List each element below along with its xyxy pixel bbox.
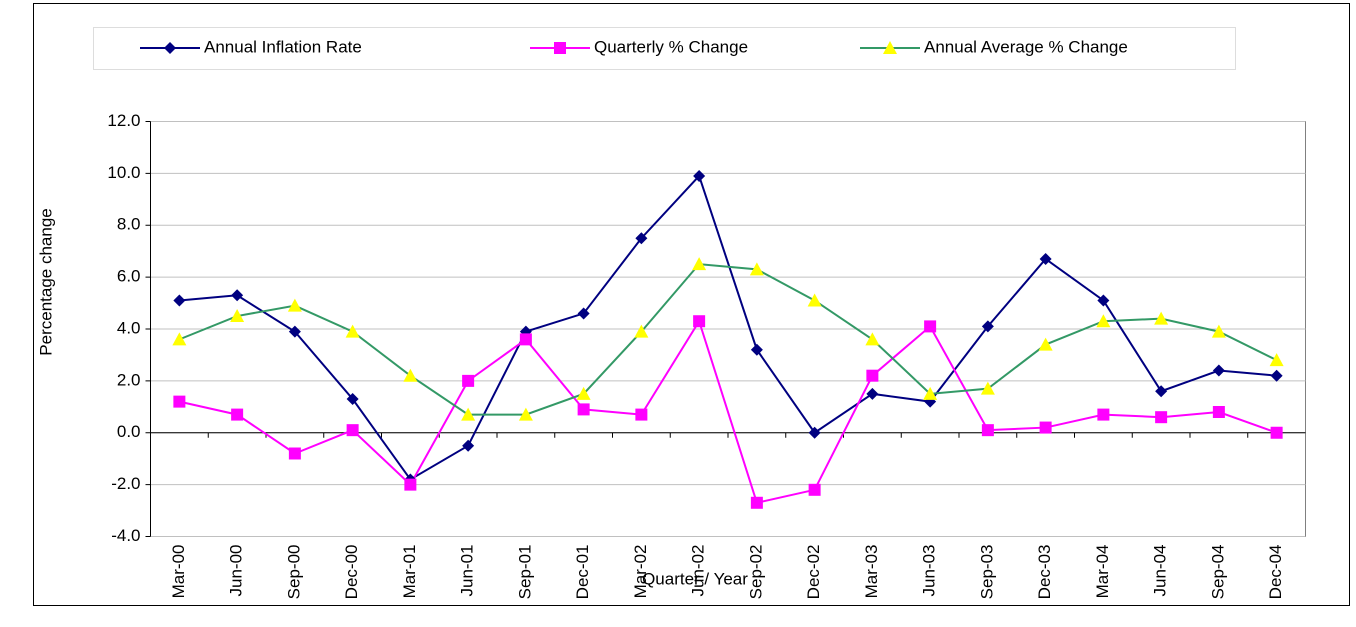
data-point [692, 257, 707, 271]
data-point [173, 395, 186, 408]
y-tick-label: 8.0 [117, 215, 141, 234]
data-point [231, 408, 244, 421]
data-point [1270, 369, 1283, 382]
series-line [179, 174, 1277, 481]
x-tick-label: Jun-00 [227, 545, 246, 597]
legend-label: Annual Average % Change [924, 37, 1128, 56]
data-point [1038, 337, 1053, 351]
data-point [693, 315, 706, 328]
data-point [980, 381, 995, 395]
data-point [1097, 408, 1110, 421]
data-point [403, 368, 418, 382]
data-point [462, 374, 475, 387]
data-point [693, 169, 706, 182]
data-point [1155, 385, 1168, 398]
data-point [288, 325, 301, 338]
data-point [808, 426, 821, 439]
data-point [1212, 406, 1225, 418]
data-point [462, 439, 475, 452]
data-point [1039, 252, 1052, 265]
y-tick-label: 6.0 [117, 267, 141, 286]
data-point [1211, 324, 1226, 338]
data-point [634, 324, 649, 338]
data-point [866, 387, 879, 400]
legend-label: Quarterly % Change [594, 37, 748, 56]
data-point [404, 478, 417, 491]
data-point [576, 386, 591, 400]
data-point [923, 386, 938, 400]
data-point [172, 332, 187, 346]
y-tick-label: -4.0 [111, 526, 140, 545]
data-point [749, 262, 764, 276]
data-point [287, 298, 302, 312]
data-point [518, 407, 533, 421]
x-tick-label: Jun-01 [458, 545, 477, 597]
data-point [519, 333, 532, 346]
x-tick-label: Mar-02 [631, 545, 650, 599]
y-tick-label: 2.0 [117, 370, 141, 389]
data-point [230, 309, 245, 323]
data-point [750, 496, 763, 509]
x-tick-label: Mar-00 [169, 545, 188, 599]
x-tick-label: Jun-03 [920, 545, 939, 597]
data-point [577, 307, 590, 320]
data-point [1096, 314, 1111, 328]
y-tick-label: 4.0 [117, 318, 141, 337]
data-point [346, 424, 359, 437]
data-point [924, 320, 937, 333]
data-point [1270, 426, 1283, 439]
x-tick-label: Dec-01 [573, 545, 592, 600]
x-tick-label: Dec-02 [804, 545, 823, 600]
legend-marker [554, 42, 566, 54]
x-tick-label: Jun-02 [689, 545, 708, 597]
data-point [1155, 411, 1168, 424]
data-point [808, 483, 821, 496]
x-tick-label: Dec-03 [1035, 545, 1054, 600]
data-point [635, 408, 648, 421]
legend-label: Annual Inflation Rate [204, 37, 362, 56]
y-tick-label: -2.0 [111, 474, 140, 493]
y-axis-title: Percentage change [36, 208, 55, 355]
data-point [1097, 294, 1110, 307]
legend-marker [883, 41, 897, 54]
x-tick-label: Mar-04 [1093, 545, 1112, 599]
data-point [635, 232, 648, 245]
data-point [173, 294, 186, 307]
data-point [865, 332, 880, 346]
legend-box [93, 27, 1236, 70]
x-axis-title: Quarter / Year [642, 569, 748, 588]
data-point [981, 320, 994, 333]
x-tick-label: Mar-01 [400, 545, 419, 599]
data-point [1269, 353, 1284, 367]
data-point [866, 369, 879, 382]
data-point [577, 403, 590, 416]
data-point [1212, 364, 1225, 377]
x-tick-label: Sep-02 [746, 545, 765, 600]
data-point [231, 289, 244, 302]
x-tick-label: Sep-04 [1208, 545, 1227, 600]
series-line [179, 318, 1277, 504]
x-tick-label: Mar-03 [862, 545, 881, 599]
data-point [346, 393, 359, 406]
x-tick-label: Sep-03 [977, 545, 996, 600]
data-point [345, 324, 360, 338]
x-tick-label: Sep-01 [515, 545, 534, 600]
x-tick-label: Sep-00 [284, 545, 303, 600]
data-point [461, 407, 476, 421]
data-point [1154, 311, 1169, 325]
x-tick-label: Dec-00 [342, 545, 361, 600]
data-point [981, 424, 994, 437]
data-point [1039, 421, 1052, 434]
y-tick-label: 10.0 [107, 163, 140, 182]
data-point [807, 293, 822, 307]
x-tick-label: Dec-04 [1266, 545, 1285, 600]
y-tick-label: 0.0 [117, 422, 141, 441]
x-tick-label: Jun-04 [1151, 545, 1170, 597]
data-point [288, 447, 301, 460]
y-tick-label: 12.0 [107, 111, 140, 130]
legend-marker [164, 42, 176, 54]
data-point [750, 343, 763, 356]
series-line [179, 263, 1278, 416]
